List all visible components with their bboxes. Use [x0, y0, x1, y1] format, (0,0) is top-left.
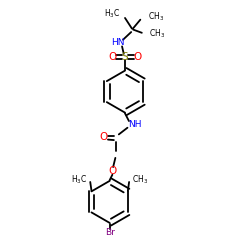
Text: O: O: [108, 52, 116, 62]
Text: HN: HN: [111, 38, 124, 47]
Text: O: O: [108, 166, 116, 176]
Text: O: O: [100, 132, 108, 142]
Text: H$_3$C: H$_3$C: [104, 8, 120, 20]
Text: CH$_3$: CH$_3$: [148, 10, 165, 23]
Text: NH: NH: [128, 120, 141, 129]
Text: H$_3$C: H$_3$C: [72, 173, 88, 186]
Text: Br: Br: [105, 228, 115, 237]
Text: CH$_3$: CH$_3$: [132, 173, 148, 186]
Text: S: S: [122, 52, 128, 62]
Text: O: O: [134, 52, 142, 62]
Text: CH$_3$: CH$_3$: [149, 28, 166, 40]
